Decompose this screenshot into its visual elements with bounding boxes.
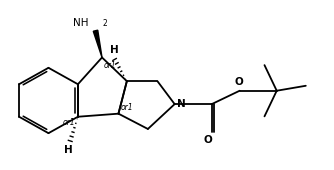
Text: 2: 2 bbox=[103, 19, 107, 28]
Text: NH: NH bbox=[73, 18, 89, 28]
Text: H: H bbox=[110, 45, 119, 55]
Text: O: O bbox=[234, 77, 243, 87]
Text: N: N bbox=[177, 99, 186, 109]
Polygon shape bbox=[93, 30, 102, 57]
Text: or1: or1 bbox=[62, 118, 75, 127]
Text: or1: or1 bbox=[104, 61, 117, 70]
Text: H: H bbox=[64, 145, 73, 155]
Text: O: O bbox=[203, 135, 212, 146]
Text: or1: or1 bbox=[121, 103, 133, 112]
